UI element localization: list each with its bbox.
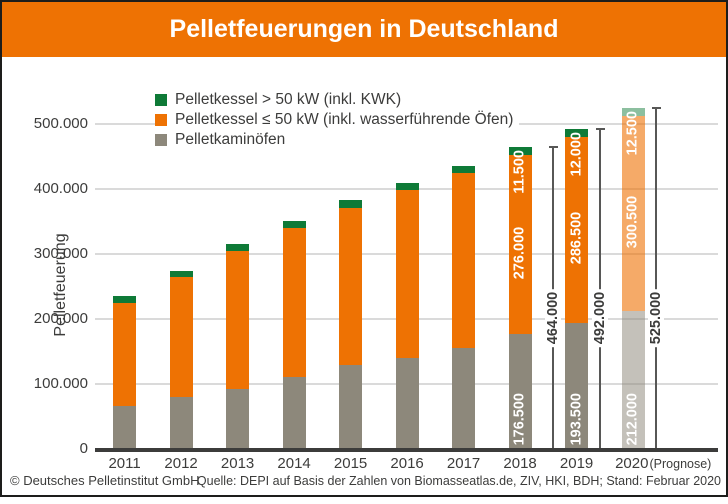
bar-segment-kessel-le50 [452, 173, 476, 348]
bar-segment-kessel-gt50 [113, 295, 137, 303]
bar-segment-kessel-le50 [565, 137, 589, 324]
total-dimension-cap [651, 106, 661, 109]
bar-segment-kessel-le50 [339, 207, 363, 365]
x-axis-label: 2011 [108, 455, 141, 472]
bar-segment-kessel-le50 [113, 302, 137, 407]
total-dimension-cap [595, 128, 605, 131]
bar-segment-kessel-gt50 [339, 200, 363, 208]
bar-segment-kessel-le50 [395, 190, 419, 358]
prognose-suffix: (Prognose) [648, 457, 712, 471]
legend-swatch-green-icon [155, 94, 167, 106]
bar-segment-kessel-le50 [621, 115, 645, 312]
segment-value-label: 212.000 [624, 392, 641, 445]
total-value-label: 464.000 [545, 288, 561, 348]
segment-value-label: 12.000 [568, 132, 585, 177]
copyright-text: © Deutsches Pelletinstitut GmbH [10, 473, 200, 488]
bar-segment-kaminoefen [621, 311, 645, 449]
bar-segment-kessel-le50 [226, 250, 250, 389]
bar-segment-kessel-gt50 [282, 220, 306, 228]
total-dimension-line [655, 107, 657, 448]
y-tick-label: 100.000 [33, 375, 88, 392]
x-axis-label: 2013 [220, 455, 255, 472]
legend-label: Pelletkaminöfen [175, 131, 286, 148]
bar-segment-kaminoefen [565, 323, 589, 449]
x-axis-label: 2014 [277, 455, 311, 472]
bar-segment-kaminoefen [395, 357, 419, 449]
source-text: Quelle: DEPI auf Basis der Zahlen von Bi… [196, 474, 721, 488]
bar-segment-kessel-le50 [508, 154, 532, 335]
bar-segment-kessel-gt50 [621, 107, 645, 116]
bar-segment-kessel-gt50 [565, 129, 589, 137]
segment-value-label: 11.500 [511, 150, 528, 194]
bar-segment-kaminoefen [113, 406, 137, 449]
legend-item-pelletkaminoefen: Pelletkaminöfen [155, 130, 292, 150]
segment-value-label: 12.500 [624, 110, 641, 156]
total-value-label: 492.000 [592, 288, 608, 348]
bar-segment-kaminoefen [282, 376, 306, 449]
legend-label: Pelletkessel ≤ 50 kW (inkl. wasserführen… [175, 111, 514, 128]
total-dimension-line [599, 129, 601, 448]
segment-value-label: 300.500 [624, 195, 641, 248]
total-value-label: 525.000 [648, 288, 664, 348]
y-tick-label: 400.000 [33, 180, 88, 197]
bar-segment-kaminoefen [169, 396, 193, 449]
page-title: Pelletfeuerungen in Deutschland [169, 15, 559, 43]
x-axis-label: 2012 [164, 455, 198, 472]
y-tick-label: 0 [79, 440, 88, 457]
bar-segment-kessel-gt50 [226, 243, 250, 251]
x-axis-label: 2020 (Prognose) [615, 455, 711, 472]
bar-segment-kessel-le50 [282, 227, 306, 377]
bar-segment-kessel-gt50 [452, 165, 476, 174]
y-tick-label: 500.000 [33, 115, 88, 132]
footer: © Deutsches Pelletinstitut GmbH Quelle: … [0, 473, 728, 493]
bar-segment-kaminoefen [339, 364, 363, 449]
x-axis-label: 2018 [503, 455, 537, 472]
header-band: Pelletfeuerungen in Deutschland [2, 2, 726, 57]
y-axis-title: Pelletfeuerung [52, 233, 69, 337]
segment-value-label: 193.500 [568, 392, 585, 445]
legend-swatch-gray-icon [155, 134, 167, 146]
y-tick-label: 300.000 [33, 245, 88, 262]
x-axis-label: 2017 [446, 455, 481, 472]
bar-segment-kaminoefen [508, 334, 532, 449]
chart-legend: Pelletkessel > 50 kW (inkl. KWK) Pelletk… [155, 90, 520, 150]
x-axis-line [95, 447, 718, 452]
segment-value-label: 286.500 [568, 211, 585, 265]
bar-segment-kaminoefen [226, 388, 250, 449]
bar-segment-kaminoefen [452, 347, 476, 449]
segment-value-label: 276.000 [511, 226, 528, 279]
y-tick-label: 200.000 [33, 310, 88, 327]
segment-value-label: 176.500 [511, 392, 528, 445]
x-axis-label: 2019 [559, 455, 594, 472]
x-axis-label: 2016 [390, 455, 424, 472]
legend-swatch-orange-icon [155, 114, 167, 126]
legend-item-pelletkessel-gt50: Pelletkessel > 50 kW (inkl. KWK) [155, 90, 408, 110]
total-dimension-cap [548, 146, 558, 149]
bar-segment-kessel-le50 [169, 277, 193, 397]
bar-segment-kessel-gt50 [508, 147, 532, 155]
legend-item-pelletkessel-le50: Pelletkessel ≤ 50 kW (inkl. wasserführen… [155, 110, 520, 130]
legend-label: Pelletkessel > 50 kW (inkl. KWK) [175, 91, 402, 108]
bar-segment-kessel-gt50 [395, 182, 419, 191]
x-axis-year: 2020 [615, 455, 649, 472]
bar-segment-kessel-gt50 [169, 270, 193, 278]
x-axis-label: 2015 [333, 455, 368, 472]
